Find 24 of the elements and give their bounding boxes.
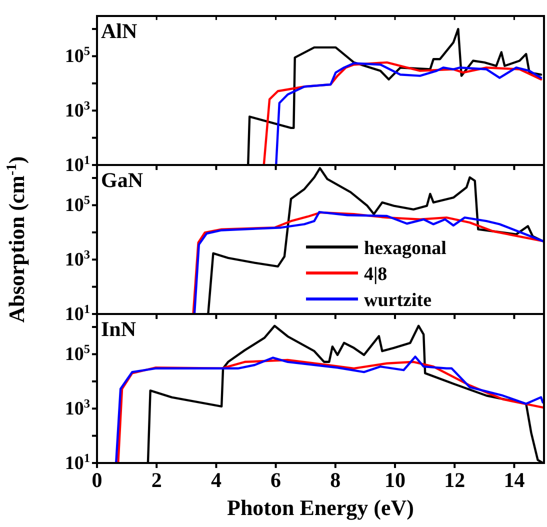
y-tick-label: 10$^{3}$ — [64, 248, 90, 271]
y-tick-label: 10$^{5}$ — [64, 193, 90, 216]
legend-label: wurtzite — [364, 290, 432, 311]
x-tick-label: 4 — [210, 468, 222, 492]
y-tick-label: 10$^{3}$ — [64, 396, 90, 420]
chart-title: AlN — [101, 19, 138, 43]
legend-label: 4|8 — [364, 264, 388, 285]
x-axis-title: Photon Energy (eV) — [227, 495, 414, 520]
y-tick-label: 10$^{5}$ — [64, 342, 90, 366]
x-tick-label: 12 — [444, 468, 466, 492]
x-tick-label: 0 — [92, 468, 102, 492]
x-tick-label: 10 — [384, 468, 406, 492]
x-tick-label: 14 — [504, 468, 526, 492]
x-tick-label: 2 — [151, 468, 162, 492]
chart-title: GaN — [101, 168, 143, 192]
x-tick-label: 6 — [270, 468, 282, 492]
x-tick-label: 8 — [330, 468, 341, 492]
y-tick-label: 10$^{5}$ — [64, 44, 90, 68]
y-tick-label: 10$^{1}$ — [64, 153, 90, 176]
chart-title: InN — [101, 317, 136, 341]
y-tick-label: 10$^{1}$ — [64, 451, 90, 474]
legend-label: hexagonal — [364, 238, 446, 259]
y-tick-label: 10$^{3}$ — [64, 98, 90, 122]
y-tick-label: 10$^{1}$ — [64, 302, 90, 325]
